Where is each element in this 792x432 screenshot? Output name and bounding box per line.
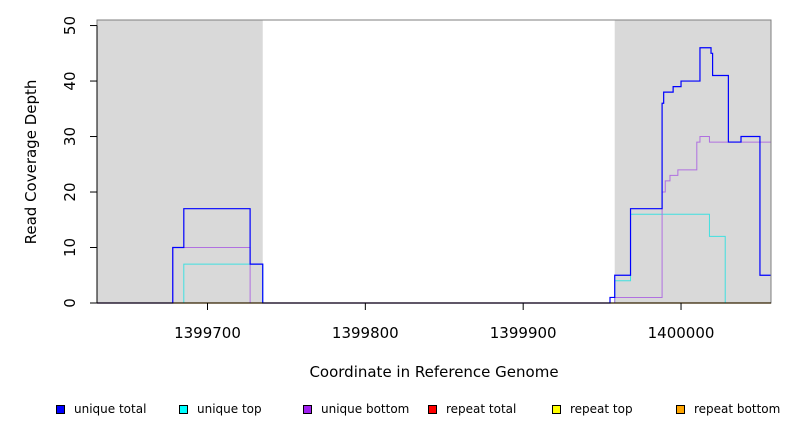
x-tick-label: 1400000: [648, 324, 715, 342]
y-tick-label: 20: [61, 182, 79, 201]
legend-label: unique bottom: [321, 402, 410, 416]
legend-item-unique-total: unique total: [56, 400, 146, 418]
y-tick-label: 0: [61, 298, 79, 308]
legend-swatch: [303, 404, 312, 414]
legend-label: unique top: [197, 402, 262, 416]
legend-item-repeat-top: repeat top: [552, 400, 633, 418]
x-axis-label: Coordinate in Reference Genome: [309, 363, 558, 381]
legend-label: unique total: [74, 402, 147, 416]
x-axis: 1399700 1399800 1399900 1400000: [97, 302, 771, 342]
x-tick-label: 1399800: [332, 324, 399, 342]
legend-swatch: [676, 404, 685, 414]
series-unique-top: [97, 213, 771, 304]
legend-swatch: [428, 404, 437, 414]
legend-swatch: [179, 404, 188, 414]
y-axis-label: Read Coverage Depth: [22, 80, 40, 245]
y-tick-label: 40: [61, 71, 79, 90]
legend-item-repeat-bottom: repeat bottom: [676, 400, 780, 418]
x-tick-label: 1399900: [490, 324, 557, 342]
legend-label: repeat bottom: [694, 402, 781, 416]
legend-swatch: [552, 404, 561, 414]
y-tick-label: 30: [61, 127, 79, 146]
shaded-regions: [97, 20, 771, 303]
y-tick-label: 10: [61, 238, 79, 257]
legend-item-repeat-total: repeat total: [428, 400, 516, 418]
coverage-chart: 1399700 1399800 1399900 1400000 0 10 20 30 40 50…: [22, 16, 772, 381]
y-tick-label: 50: [61, 16, 79, 35]
series-unique-total: [97, 47, 771, 304]
y-axis: 0 10 20 30 40 50: [61, 16, 98, 308]
shaded-region-0: [97, 20, 263, 303]
legend: unique total unique top unique bottom repea…: [0, 400, 792, 420]
legend-label: repeat top: [570, 402, 633, 416]
legend-item-unique-top: unique top: [179, 400, 262, 418]
shaded-region-1: [614, 20, 771, 303]
legend-swatch: [56, 404, 65, 414]
legend-label: repeat total: [446, 402, 517, 416]
series-unique-bottom: [97, 136, 771, 304]
legend-item-unique-bottom: unique bottom: [303, 400, 409, 418]
x-tick-label: 1399700: [174, 324, 241, 342]
